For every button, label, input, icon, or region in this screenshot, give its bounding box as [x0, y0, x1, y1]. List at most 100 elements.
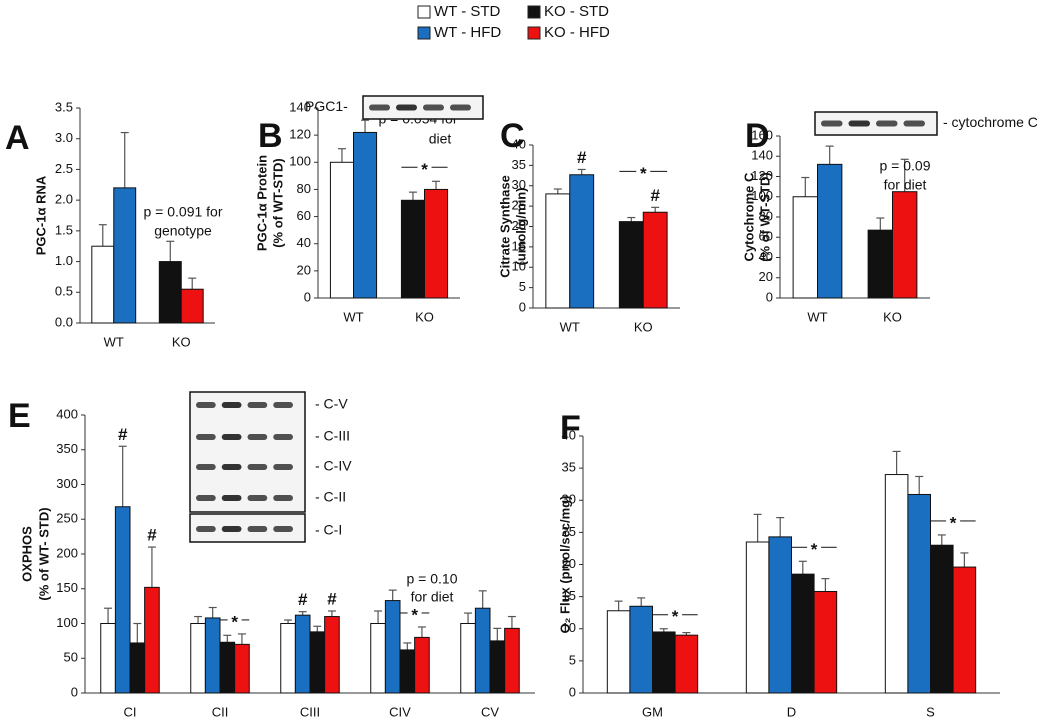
y-tick-label: 100 — [56, 615, 78, 630]
bar — [113, 187, 137, 324]
y-tick-label: 10 — [562, 620, 576, 635]
bar — [294, 614, 311, 694]
y-tick-label: 1.5 — [55, 222, 73, 237]
panel-letter: E — [8, 397, 31, 435]
x-tick-label: KO — [172, 334, 191, 349]
legend-label: KO - HFD — [544, 24, 610, 41]
y-axis-label: (% of WT- STD) — [36, 507, 51, 600]
bar — [745, 541, 770, 694]
y-tick-label: 150 — [56, 580, 78, 595]
bar — [190, 623, 206, 694]
blot-band — [273, 464, 293, 470]
y-tick-label: 3.5 — [55, 99, 73, 114]
blot-band — [196, 402, 216, 408]
x-tick-label: CI — [124, 704, 137, 719]
y-tick-label: 0.5 — [55, 284, 73, 299]
blot-band — [450, 104, 471, 111]
bar — [144, 586, 160, 694]
annotation: p = 0.10 — [407, 571, 458, 587]
x-tick-label: WT — [807, 309, 827, 324]
legend-swatch — [417, 26, 431, 40]
y-tick-label: 100 — [289, 154, 311, 169]
legend-label: WT - STD — [434, 3, 501, 20]
blot-band — [273, 402, 293, 408]
y-tick-label: 0.0 — [55, 314, 73, 329]
y-tick-label: 30 — [512, 177, 526, 192]
y-tick-label: 30 — [562, 492, 576, 507]
blot-band — [247, 402, 268, 408]
x-tick-label: KO — [415, 309, 434, 324]
blot-band — [273, 434, 293, 440]
blot-band — [196, 464, 216, 470]
y-tick-label: 350 — [56, 441, 78, 456]
blot-band — [423, 104, 444, 111]
blot-band — [221, 495, 242, 501]
y-axis-label: (% of WT-STD) — [270, 158, 285, 248]
blot-band — [247, 464, 268, 470]
y-tick-label: 40 — [512, 136, 526, 151]
bar — [952, 566, 977, 694]
blot-band — [273, 526, 293, 532]
significance-mark: * — [672, 607, 679, 626]
blot-band — [247, 434, 268, 440]
y-tick-label: 0 — [569, 684, 576, 699]
blot-band — [196, 495, 216, 501]
y-tick-label: 60 — [297, 208, 311, 223]
y-tick-label: 40 — [562, 427, 576, 442]
bar — [545, 193, 571, 309]
y-tick-label: 10 — [512, 259, 526, 274]
y-tick-label: 15 — [562, 588, 576, 603]
y-tick-label: 120 — [751, 168, 773, 183]
y-axis-label: PGC-1α Protein — [254, 155, 269, 251]
bar — [813, 590, 838, 694]
bar — [309, 631, 326, 694]
bar — [324, 616, 340, 694]
legend-label: WT - HFD — [434, 24, 501, 41]
y-axis-label: OXPHOS — [19, 526, 34, 582]
y-tick-label: 0 — [304, 289, 311, 304]
legend-swatch — [527, 5, 541, 19]
annotation: genotype — [154, 223, 212, 239]
annotation: p = 0.09 — [880, 158, 931, 174]
y-tick-label: 20 — [759, 269, 773, 284]
bar — [129, 642, 146, 694]
x-tick-label: CIII — [300, 704, 320, 719]
blot-label: - C-V — [315, 396, 348, 412]
y-axis-label: PGC-1α RNA — [33, 175, 48, 255]
y-tick-label: 140 — [289, 99, 311, 114]
blot-band — [221, 464, 242, 470]
y-tick-label: 200 — [56, 545, 78, 560]
y-tick-label: 20 — [562, 556, 576, 571]
bar — [629, 605, 653, 694]
significance-mark: * — [950, 513, 957, 532]
y-axis-label: Cytochrome C — [741, 172, 756, 261]
x-tick-label: WT — [560, 319, 580, 334]
blot-label: - C-III — [315, 428, 350, 444]
significance-mark: # — [298, 590, 308, 609]
panel-letter: D — [745, 117, 770, 155]
y-tick-label: 400 — [56, 406, 78, 421]
blot-band — [221, 402, 242, 408]
y-tick-label: 20 — [297, 262, 311, 277]
bar — [424, 188, 449, 299]
y-tick-label: 2.5 — [55, 161, 73, 176]
significance-mark: * — [411, 605, 418, 624]
blot-band — [848, 120, 870, 127]
y-axis-label: (% of WT-STD) — [757, 172, 772, 262]
bar — [618, 221, 644, 309]
x-tick-label: CV — [481, 704, 499, 719]
bar — [460, 623, 476, 694]
x-tick-label: WT — [343, 309, 363, 324]
bar — [652, 631, 676, 694]
annotation: diet — [429, 131, 452, 147]
blot-band — [273, 495, 293, 501]
bar — [399, 649, 416, 694]
y-axis-label: (umol/g/min) — [513, 188, 528, 266]
x-tick-label: CIV — [389, 704, 411, 719]
y-tick-label: 0 — [519, 299, 526, 314]
y-tick-label: 35 — [562, 460, 576, 475]
y-tick-label: 40 — [297, 235, 311, 250]
bar — [907, 493, 931, 694]
blot-label: - C-I — [315, 522, 342, 538]
